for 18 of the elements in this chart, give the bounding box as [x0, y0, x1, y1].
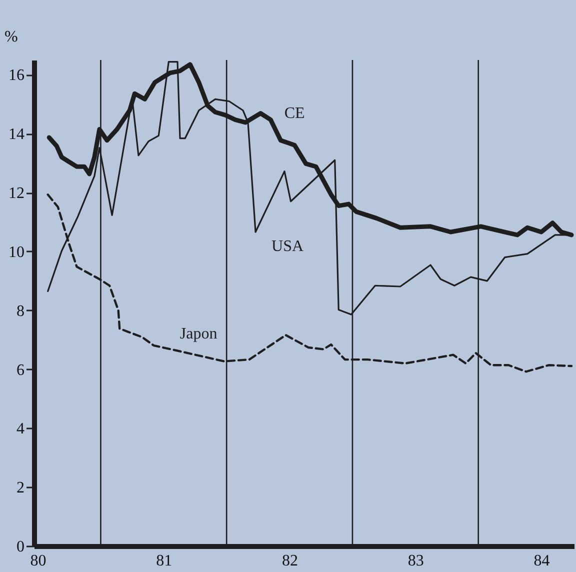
y-axis-title: % — [4, 28, 18, 46]
x-tick-label: 83 — [408, 552, 424, 570]
x-tick-label: 84 — [534, 552, 550, 570]
y-tick-label: 6 — [16, 362, 24, 379]
y-tick-label: 14 — [8, 126, 24, 144]
series-label: Japon — [180, 325, 218, 342]
y-tick-label: 4 — [16, 420, 24, 438]
x-tick-label: 81 — [156, 552, 172, 570]
y-tick-label: 0 — [16, 538, 24, 556]
y-tick-label: 8 — [16, 302, 24, 320]
x-tick-label: 80 — [30, 552, 46, 570]
y-tick-label: 2 — [16, 480, 24, 497]
x-tick-label: 82 — [282, 552, 298, 570]
y-tick-label: 16 — [8, 67, 24, 84]
series-label: CE — [284, 105, 305, 122]
y-tick-label: 12 — [8, 185, 24, 202]
y-tick-label: 10 — [8, 244, 24, 261]
series-label: USA — [272, 238, 304, 256]
